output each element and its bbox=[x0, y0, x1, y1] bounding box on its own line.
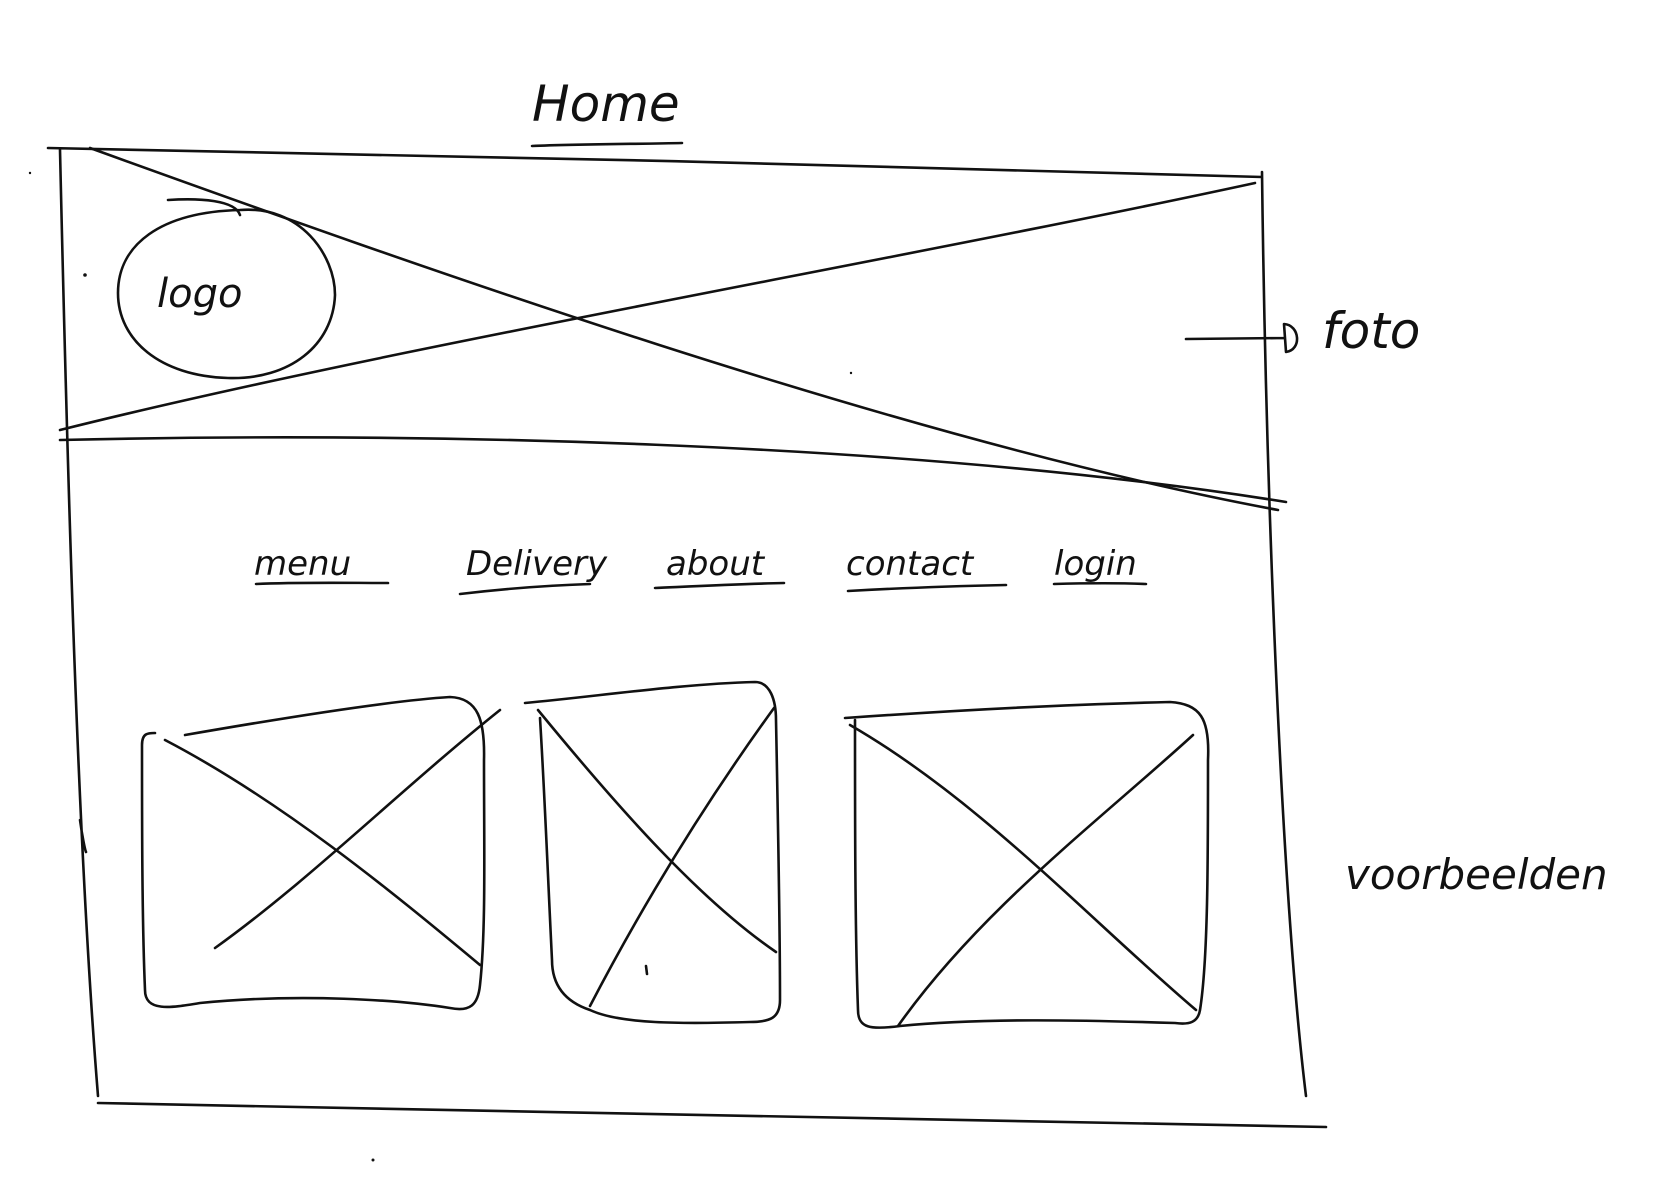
main-nav: menu Delivery about contact login bbox=[254, 544, 1148, 596]
nav-link-login-label: login bbox=[1054, 544, 1137, 584]
nav-link-delivery-underline bbox=[458, 582, 592, 596]
arrow-right-icon bbox=[1184, 322, 1299, 354]
nav-link-about[interactable]: about bbox=[653, 544, 786, 590]
pen-dots bbox=[28, 171, 853, 1162]
page-title: Home bbox=[532, 75, 680, 133]
logo-label: logo bbox=[157, 271, 242, 317]
page-title-underline bbox=[530, 141, 684, 148]
example-image-3[interactable] bbox=[843, 700, 1210, 1030]
photo-annotation-label: foto bbox=[1322, 302, 1420, 360]
nav-link-contact-underline bbox=[846, 583, 1008, 593]
nav-link-contact-label: contact bbox=[846, 544, 975, 584]
photo-annotation: foto bbox=[1184, 302, 1420, 360]
nav-link-login-underline bbox=[1052, 581, 1148, 586]
nav-link-login[interactable]: login bbox=[1052, 544, 1148, 586]
nav-link-about-underline bbox=[653, 581, 786, 590]
example-images bbox=[140, 680, 1210, 1030]
nav-link-about-label: about bbox=[666, 544, 766, 584]
nav-link-contact[interactable]: contact bbox=[846, 544, 1008, 593]
nav-link-delivery[interactable]: Delivery bbox=[458, 544, 608, 596]
logo[interactable]: logo bbox=[116, 198, 337, 380]
nav-link-menu-underline bbox=[254, 581, 390, 586]
header-photo-placeholder bbox=[58, 146, 1288, 512]
nav-link-menu-label: menu bbox=[254, 544, 351, 584]
example-image-2[interactable] bbox=[523, 680, 782, 1025]
page-frame bbox=[46, 146, 1328, 1129]
example-image-1[interactable] bbox=[140, 695, 502, 1011]
nav-link-delivery-label: Delivery bbox=[466, 544, 608, 584]
nav-link-menu[interactable]: menu bbox=[254, 544, 390, 586]
examples-annotation: voorbeelden bbox=[1345, 850, 1608, 899]
